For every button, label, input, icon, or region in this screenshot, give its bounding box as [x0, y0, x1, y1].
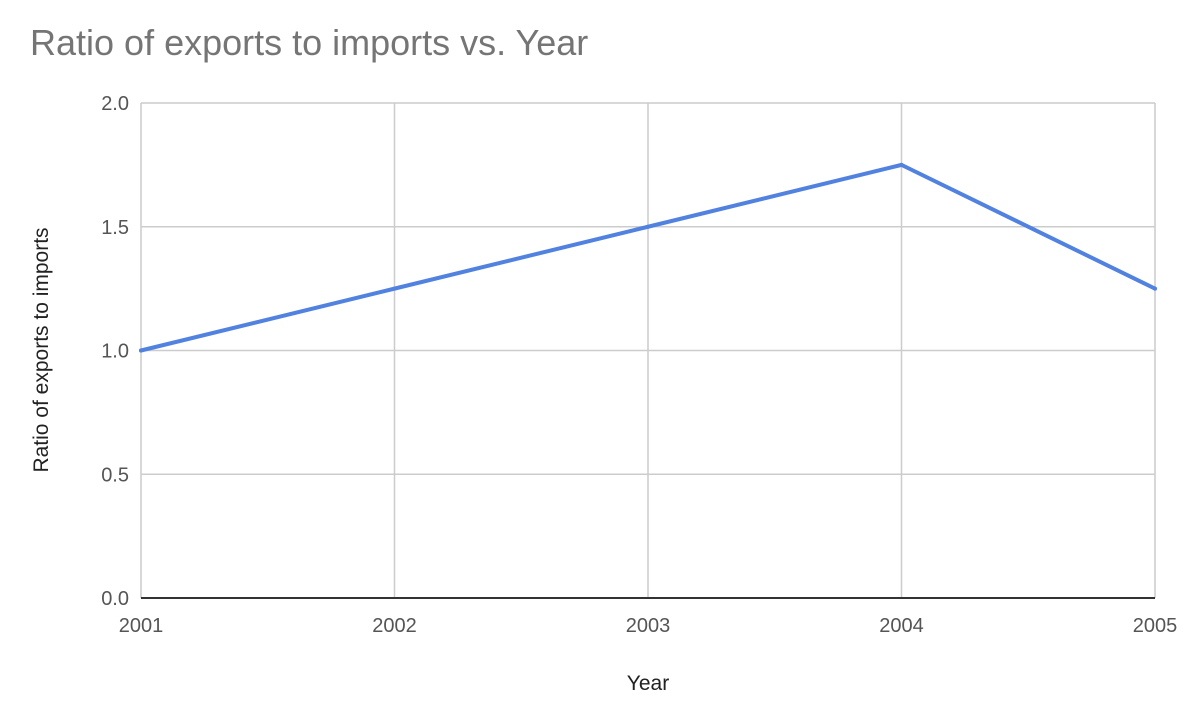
- data-point: [392, 286, 397, 291]
- x-tick-label: 2001: [119, 615, 164, 637]
- y-axis-title: Ratio of exports to imports: [30, 227, 53, 472]
- y-tick-label: 0.0: [101, 588, 129, 610]
- data-point: [139, 348, 143, 353]
- y-tick-label: 1.5: [101, 217, 129, 239]
- x-tick-label: 2005: [1133, 615, 1178, 637]
- y-tick-label: 1.0: [101, 341, 129, 363]
- chart-title: Ratio of exports to imports vs. Year: [30, 22, 589, 63]
- data-point: [899, 162, 904, 167]
- y-tick-label: 2.0: [101, 93, 129, 115]
- y-tick-label: 0.5: [101, 464, 129, 486]
- tick-label-layer: 0.0 0.5 1.0 1.5 2.0 2001 2002 2003 2004 2005: [101, 93, 1177, 637]
- x-tick-label: 2003: [626, 615, 671, 637]
- x-axis-title: Year: [627, 672, 669, 695]
- x-tick-label: 2002: [372, 615, 417, 637]
- series-layer: [139, 162, 1157, 353]
- grid-layer: [140, 102, 1156, 599]
- data-point: [1153, 286, 1157, 291]
- data-point: [646, 224, 650, 229]
- x-tick-label: 2004: [879, 615, 924, 637]
